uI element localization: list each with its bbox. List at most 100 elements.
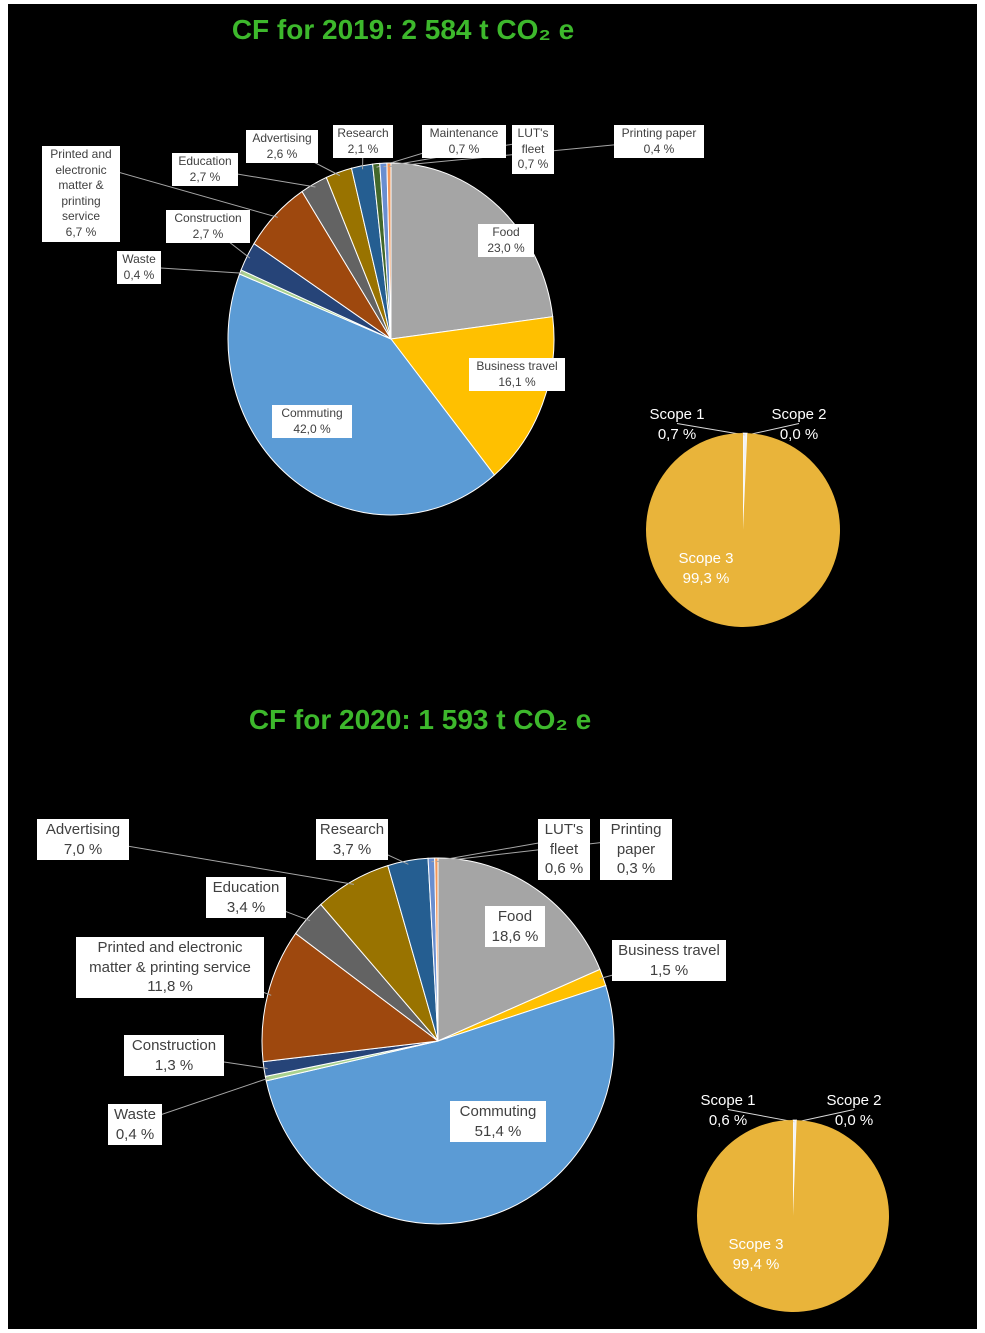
slice-value: 0,7 %	[657, 425, 697, 443]
pie-slice	[390, 162, 554, 340]
slice-name: Maintenance	[429, 126, 499, 140]
slice-value: 42,0 %	[293, 421, 331, 436]
slice-name: Advertising	[252, 131, 312, 145]
slice-value: 99,4 %	[732, 1255, 780, 1273]
slice-label: Maintenance 0,7 %	[422, 125, 506, 159]
slice-label: Waste 0,4 %	[108, 1104, 162, 1145]
slice-value: 2,1 %	[347, 141, 379, 156]
slice-label: Business travel 16,1 %	[469, 358, 565, 392]
slice-label: Food 18,6 %	[485, 906, 545, 947]
slice-value: 0,6 %	[708, 1111, 748, 1129]
slice-name: Printed and electronic matter & printing…	[89, 939, 251, 976]
slice-label: Scope 2 0,0 %	[766, 404, 832, 445]
pie-slice	[697, 1120, 890, 1313]
pie-slice	[227, 273, 496, 516]
slice-label: Food 23,0 %	[478, 224, 534, 258]
slice-name: Waste	[122, 252, 156, 266]
slice-value: 3,4 %	[226, 898, 266, 916]
slice-name: Scope 1	[649, 406, 705, 423]
slice-label: Scope 1 0,6 %	[692, 1090, 764, 1131]
slice-value: 7,0 %	[63, 840, 103, 858]
slice-value: 1,5 %	[649, 961, 689, 979]
slice-name: Advertising	[45, 821, 121, 838]
slice-value: 0,6 %	[544, 860, 584, 877]
slice-label: Advertising 7,0 %	[37, 819, 129, 860]
slice-name: Printed and electronic matter & printing…	[50, 147, 112, 224]
slice-label: Business travel 1,5 %	[612, 940, 726, 981]
slice-name: Education	[178, 154, 232, 168]
slice-label: Research 2,1 %	[333, 125, 393, 159]
slice-label: Education 3,4 %	[206, 877, 286, 918]
pie-slice	[386, 162, 392, 340]
slice-value: 0,7 %	[517, 157, 549, 172]
slice-name: Printing paper	[610, 821, 662, 858]
slice-label: Scope 3 99,4 %	[718, 1234, 794, 1275]
slice-label: Construction 1,3 %	[124, 1035, 224, 1076]
slice-name: Commuting	[281, 406, 343, 420]
slice-name: Commuting	[459, 1103, 537, 1120]
slice-label: Commuting 42,0 %	[272, 405, 352, 439]
slice-name: Education	[212, 879, 280, 896]
slice-value: 2,7 %	[189, 169, 221, 184]
slice-name: Scope 2	[826, 1092, 882, 1109]
pie-slice	[646, 433, 841, 627]
slice-value: 11,8 %	[147, 978, 193, 995]
slice-value: 0,0 %	[779, 425, 819, 443]
slice-value: 99,3 %	[682, 569, 730, 587]
slice-value: 51,4 %	[474, 1122, 522, 1140]
slice-label: Scope 2 0,0 %	[818, 1090, 890, 1131]
slice-label: LUT's fleet 0,7 %	[512, 125, 554, 174]
slice-value: 0,0 %	[834, 1111, 874, 1129]
leader-line	[796, 1109, 855, 1123]
slice-value: 23,0 %	[487, 240, 525, 255]
slice-name: Business travel	[476, 359, 558, 373]
leader-line	[676, 423, 746, 436]
slice-value: 18,6 %	[491, 927, 539, 945]
pie-slice	[390, 316, 555, 476]
leader-line	[747, 423, 800, 436]
slice-value: 0,4 %	[115, 1125, 155, 1143]
slice-label: Research 3,7 %	[316, 819, 388, 860]
chart-title: CF for 2019: 2 584 t CO₂ e	[231, 14, 575, 45]
slice-label: Education 2,7 %	[172, 153, 238, 187]
slice-label: Printing paper 0,4 %	[614, 125, 704, 159]
slice-name: Food	[492, 225, 520, 239]
slice-label: Construction 2,7 %	[166, 210, 250, 244]
slice-name: LUT's fleet	[517, 126, 549, 156]
pie-slice	[265, 984, 615, 1225]
slice-name: LUT's fleet	[544, 821, 584, 858]
leader-line	[727, 1109, 795, 1123]
slice-value: 6,7 %	[65, 224, 97, 239]
slice-value: 0,3 %	[616, 860, 656, 877]
slice-value: 1,3 %	[154, 1056, 194, 1074]
slice-name: Research	[319, 821, 385, 838]
pie-slice	[434, 857, 439, 1042]
slice-name: Construction	[174, 211, 242, 225]
slice-name: Scope 3	[678, 550, 734, 567]
slice-label: Printing paper 0,3 %	[600, 819, 672, 880]
slice-name: Business travel	[618, 942, 720, 959]
slice-name: Scope 3	[728, 1236, 784, 1253]
slice-name: Printing paper	[621, 126, 697, 140]
slice-value: 16,1 %	[498, 374, 536, 389]
slice-name: Construction	[131, 1037, 217, 1054]
slice-value: 0,4 %	[643, 141, 675, 156]
slice-label: Scope 3 99,3 %	[668, 548, 744, 589]
chart-title: CF for 2020: 1 593 t CO₂ e	[248, 704, 592, 735]
slice-label: Waste 0,4 %	[117, 251, 161, 285]
slice-label: Commuting 51,4 %	[450, 1101, 546, 1142]
slice-name: Waste	[114, 1106, 156, 1123]
slice-label: Printed and electronic matter & printing…	[42, 146, 120, 242]
slice-name: Scope 2	[771, 406, 827, 423]
pie-slice	[792, 1120, 798, 1217]
slice-label: Scope 1 0,7 %	[644, 404, 710, 445]
slice-value: 3,7 %	[332, 840, 372, 858]
slice-value: 0,4 %	[123, 267, 155, 282]
slice-name: Research	[337, 126, 389, 140]
slice-value: 0,7 %	[448, 141, 480, 156]
slice-label: Advertising 2,6 %	[246, 130, 318, 164]
slice-label: Printed and electronic matter & printing…	[76, 937, 264, 998]
slice-name: Food	[497, 908, 533, 925]
